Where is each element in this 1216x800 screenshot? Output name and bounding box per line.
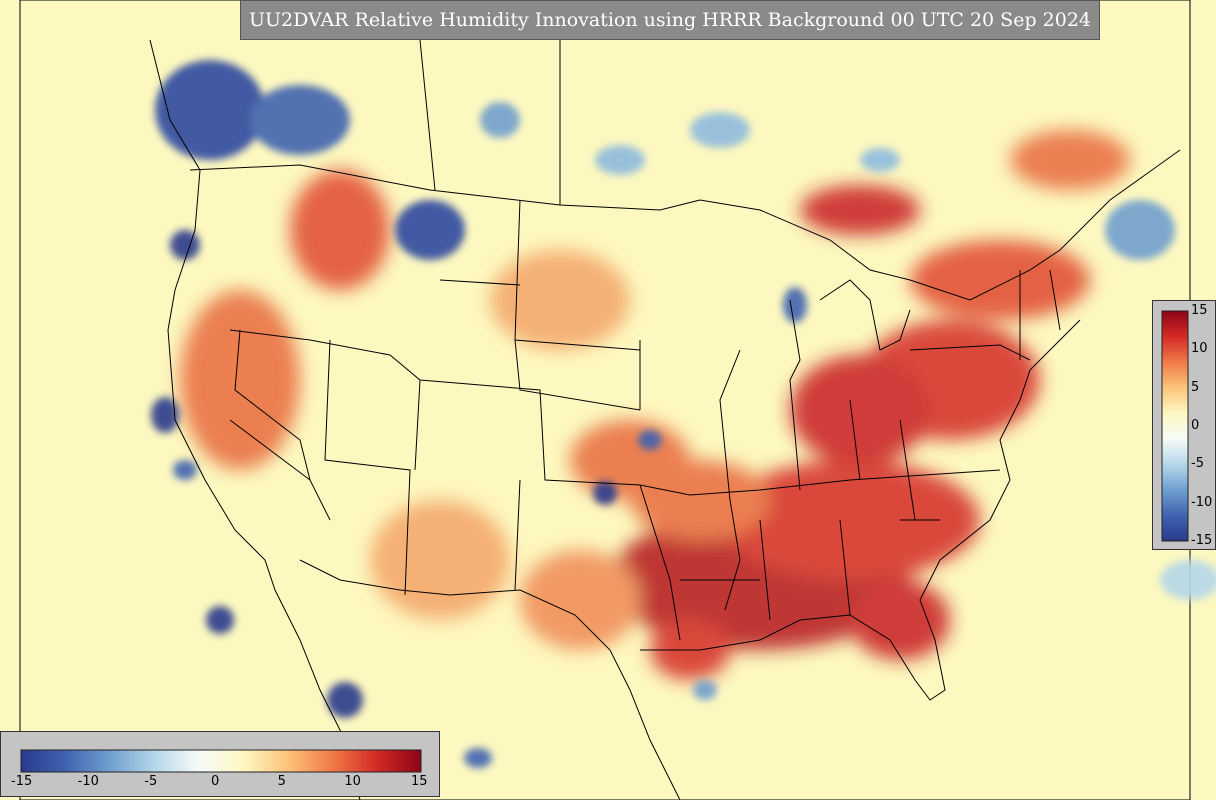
colorbar-vertical-tick-label: 10 xyxy=(1191,341,1208,357)
colorbar-horizontal-tick-label: -10 xyxy=(77,774,99,789)
colorbar-horizontal-tick-label: 10 xyxy=(344,774,361,789)
colorbar-horizontal-svg xyxy=(20,749,422,773)
colorbar-horizontal-tick-label: 0 xyxy=(211,774,220,789)
colorbar-vertical-tick-label: 0 xyxy=(1191,418,1200,433)
colorbar-horizontal-tick-label: -15 xyxy=(11,774,33,789)
colorbar-vertical-gradient xyxy=(1161,310,1189,542)
colorbar-vertical: -15 -10 -5 0 5 10 15 xyxy=(1152,300,1216,550)
colorbar-vertical-tick-label: 15 xyxy=(1191,303,1208,318)
colorbar-vertical-tick-label: 5 xyxy=(1191,379,1200,395)
negative-innovation-areas xyxy=(151,60,1216,768)
colorbar-horizontal-tick-label: 5 xyxy=(277,774,286,789)
political-boundaries xyxy=(149,39,1181,800)
colorbar-horizontal: -15 -10 -5 0 5 10 15 xyxy=(0,731,440,797)
colorbar-horizontal-gradient xyxy=(20,749,422,773)
colorbar-horizontal-tick-label: -5 xyxy=(144,774,158,789)
colorbar-vertical-tick-label: -5 xyxy=(1191,456,1204,472)
colorbar-vertical-tick-label: -15 xyxy=(1191,533,1213,548)
colorbar-vertical-svg xyxy=(1161,310,1189,542)
colorbar-vertical-tick-label: -10 xyxy=(1191,494,1213,510)
map-title: UU2DVAR Relative Humidity Innovation usi… xyxy=(240,0,1100,40)
colorbar-horizontal-tick-label: 15 xyxy=(411,774,428,789)
